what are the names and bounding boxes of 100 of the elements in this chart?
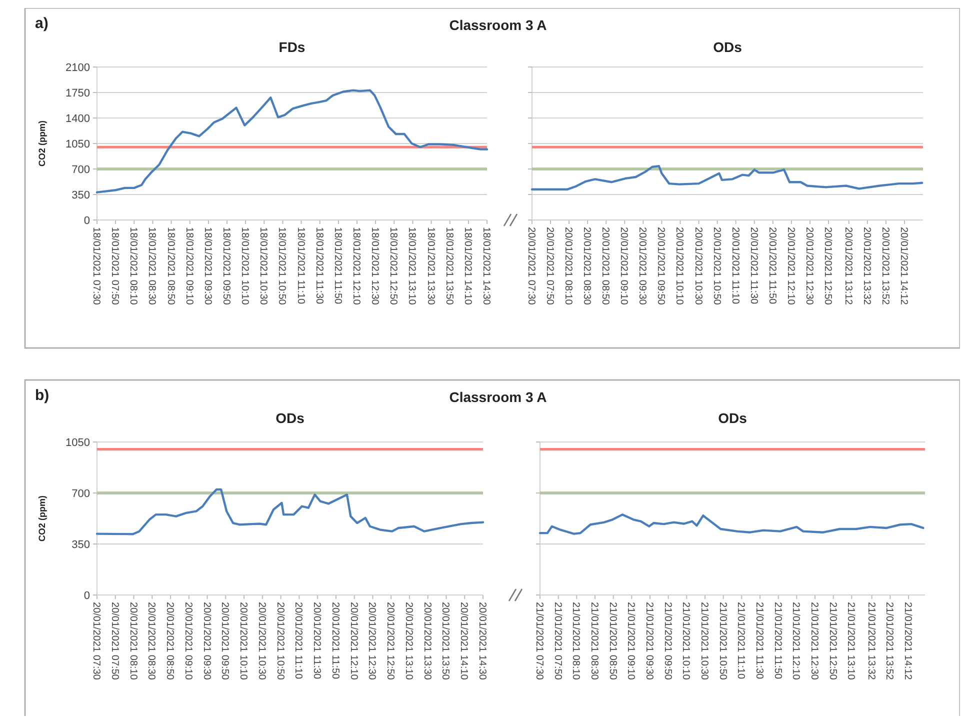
chart-title: ODs [713,39,742,55]
y-tick-label: 0 [84,590,90,602]
x-tick-label: 18/01/2021 12:50 [388,227,399,306]
text: a) [35,15,48,32]
x-tick-label: 20/01/2021 11:30 [748,227,759,305]
x-tick-label: 21/01/2021 10:30 [698,602,710,680]
x-tick-label: 21/01/2021 12:10 [790,602,802,680]
x-tick-label: 18/01/2021 13:50 [443,227,454,306]
x-tick-label: 20/01/2021 07:50 [544,227,556,306]
x-tick-label: 18/01/2021 12:30 [369,227,380,306]
y-axis-title: CO2 (ppm) [37,120,47,166]
x-tick-label: 20/01/2021 09:50 [219,602,230,680]
x-tick-label: 20/01/2021 12:30 [366,602,378,680]
chart-title: Classroom 3 A [449,389,547,405]
chart-subtitle: ODs [276,410,305,426]
x-tick-label: 18/01/2021 08:30 [146,227,158,306]
text: b) [35,387,50,404]
x-tick-label: 20/01/2021 13:30 [421,602,432,680]
x-tick-label: 20/01/2021 10:30 [692,227,704,306]
x-tick-label: 20/01/2021 12:50 [822,227,833,306]
x-tick-label: 21/01/2021 08:50 [606,602,618,680]
y-tick-label: 1750 [66,87,90,100]
x-tick-label: 20/01/2021 11:50 [766,227,778,305]
x-tick-label: 18/01/2021 13:30 [424,227,436,306]
x-tick-label: 21/01/2021 13:52 [884,602,895,680]
x-tick-label: 20/01/2021 13:12 [842,227,854,306]
x-tick-label: 20/01/2021 10:10 [674,227,685,306]
x-tick-label: 21/01/2021 11:10 [735,602,746,680]
y-tick-label: 700 [72,488,90,500]
x-tick-label: 20/01/2021 12:50 [384,602,396,680]
x-tick-label: 20/01/2021 08:30 [146,602,157,680]
y-tick-label: 0 [84,214,90,227]
x-tick-label: 18/01/2021 07:30 [90,227,102,306]
x-tick-label: 20/01/2021 12:30 [803,227,814,306]
x-tick-label: 20/01/2021 10:30 [256,602,267,680]
y-tick-label: 1400 [66,112,90,125]
line-series [96,488,484,536]
x-tick-label: 18/01/2021 14:10 [462,227,473,306]
x-tick-label: 18/01/2021 11:50 [332,227,343,305]
y-tick-label: 700 [72,164,90,176]
x-tick-label: 18/01/2021 14:30 [480,227,492,306]
x-tick-label: 20/01/2021 11:50 [329,602,340,680]
y-tick-label: 1050 [66,138,90,150]
x-tick-label: 18/01/2021 08:10 [128,227,139,306]
x-tick-label: 20/01/2021 13:52 [879,227,890,306]
x-tick-label: 21/01/2021 14:12 [902,602,913,680]
x-tick-label: 20/01/2021 08:10 [127,602,138,680]
x-tick-label: 21/01/2021 08:10 [570,602,582,680]
x-tick-label: 18/01/2021 09:10 [183,227,194,306]
x-tick-label: 18/01/2021 10:30 [258,227,269,306]
x-tick-label: 21/01/2021 07:50 [552,602,563,680]
x-tick-label: 18/01/2021 11:10 [294,227,306,305]
chart-title: ODs [718,410,748,426]
x-tick-label: 18/01/2021 09:50 [220,227,232,306]
y-tick-label: 350 [72,538,90,551]
x-tick-label: 18/01/2021 10:10 [239,227,250,306]
x-tick-label: 18/01/2021 10:50 [276,227,288,306]
x-tick-label: 20/01/2021 07:30 [90,602,102,680]
x-tick-label: 20/01/2021 08:10 [562,227,574,306]
x-tick-label: 20/01/2021 09:50 [655,227,666,306]
x-tick-label: 20/01/2021 07:50 [108,602,120,680]
x-tick-label: 20/01/2021 13:10 [402,602,414,680]
x-tick-label: 20/01/2021 12:10 [348,602,359,680]
x-tick-label: 20/01/2021 08:30 [581,227,592,306]
x-tick-label: 20/01/2021 10:10 [238,602,249,680]
x-tick-label: 20/01/2021 11:10 [729,227,740,305]
x-tick-label: 21/01/2021 11:30 [754,602,764,680]
chart-title: Classroom 3 A [449,17,547,33]
x-tick-label: 20/01/2021 13:50 [440,602,451,680]
x-tick-label: 20/01/2021 09:30 [200,602,212,680]
x-tick-label: 20/01/2021 11:30 [311,602,322,680]
x-tick-label: 20/01/2021 14:12 [898,227,909,306]
x-tick-label: 21/01/2021 09:30 [644,602,654,680]
x-tick-label: 21/01/2021 10:50 [716,602,728,680]
x-tick-label: 18/01/2021 09:30 [202,227,213,306]
x-tick-label: 20/01/2021 09:10 [618,227,630,306]
x-tick-label: 20/01/2021 08:50 [164,602,176,680]
x-tick-label: 20/01/2021 14:30 [476,602,488,680]
x-tick-label: 21/01/2021 11:50 [772,602,783,680]
line-series [96,89,488,194]
x-tick-label: 18/01/2021 07:50 [109,227,120,306]
y-tick-label: 350 [72,189,90,202]
x-tick-label: 21/01/2021 07:30 [534,602,544,680]
x-tick-label: 20/01/2021 09:30 [636,227,648,306]
x-tick-label: 20/01/2021 13:32 [860,227,872,306]
x-tick-label: 20/01/2021 14:10 [458,602,470,680]
x-tick-label: 21/01/2021 09:10 [625,602,636,680]
x-tick-label: 18/01/2021 08:50 [164,227,176,306]
x-tick-label: 20/01/2021 07:30 [526,227,536,306]
x-tick-label: 21/01/2021 08:30 [588,602,600,680]
x-tick-label: 20/01/2021 08:50 [600,227,611,306]
x-tick-label: 21/01/2021 13:32 [865,602,876,680]
y-axis-title: CO2 (ppm) [37,496,47,542]
x-tick-label: 20/01/2021 10:50 [710,227,722,306]
x-tick-label: 18/01/2021 12:10 [350,227,362,306]
x-tick-label: 18/01/2021 13:10 [406,227,418,306]
x-tick-label: 21/01/2021 12:30 [808,602,820,680]
y-tick-label: 1050 [66,436,90,449]
x-tick-label: 21/01/2021 10:10 [680,602,692,680]
x-tick-label: 20/01/2021 12:10 [784,227,796,306]
